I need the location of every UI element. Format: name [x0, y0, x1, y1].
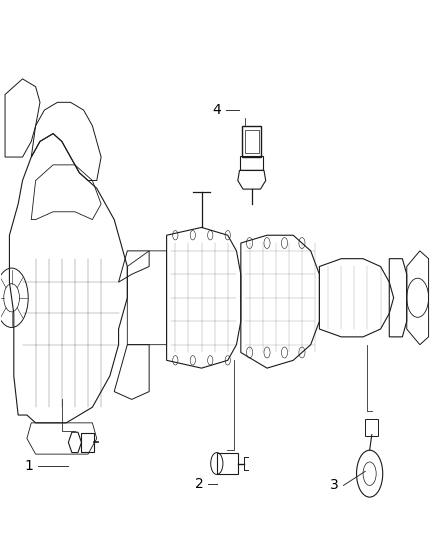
Text: 1: 1	[25, 459, 34, 473]
Text: 3: 3	[330, 479, 339, 492]
Text: 4: 4	[212, 103, 221, 117]
Text: 2: 2	[195, 477, 204, 491]
